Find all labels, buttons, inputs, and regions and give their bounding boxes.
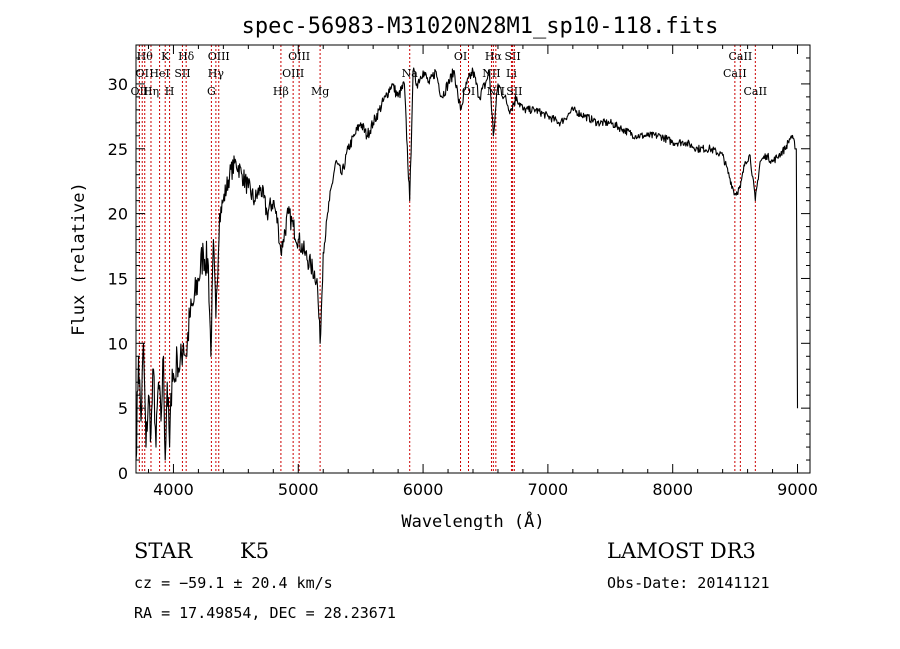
line-marker-label-0: OII bbox=[131, 85, 149, 98]
x-tick-label-3: 7000 bbox=[528, 480, 569, 499]
coordinates-text: RA = 17.49854, DEC = 28.23671 bbox=[134, 604, 396, 622]
y-tick-label-2: 10 bbox=[108, 334, 128, 353]
x-tick-label-5: 9000 bbox=[777, 480, 818, 499]
line-marker-label-22: Li bbox=[506, 67, 517, 80]
y-tick-label-0: 0 bbox=[118, 464, 128, 483]
line-marker-label-8: Hδ bbox=[178, 50, 195, 63]
y-axis-label: Flux (relative) bbox=[69, 182, 89, 336]
redshift-text: cz = −59.1 ± 20.4 km/s bbox=[134, 574, 333, 592]
y-tick-label-1: 5 bbox=[118, 399, 128, 418]
line-marker-label-2: Hθ bbox=[137, 50, 154, 63]
x-axis-ticks: 4000 5000 6000 7000 8000 9000 bbox=[147, 45, 818, 499]
y-axis-ticks: 0 5 10 15 20 25 30 bbox=[108, 57, 810, 483]
line-marker-label-12: Hβ bbox=[273, 85, 289, 98]
line-marker-label-23: SII bbox=[504, 50, 520, 63]
subclass-label: K5 bbox=[240, 539, 270, 563]
x-tick-label-1: 5000 bbox=[278, 480, 319, 499]
y-tick-label-3: 15 bbox=[108, 269, 128, 288]
line-marker-label-9: G bbox=[207, 85, 216, 98]
x-tick-label-4: 8000 bbox=[652, 480, 693, 499]
chart-title: spec-56983-M31020N28M1_sp10-118.fits bbox=[242, 14, 719, 39]
y-tick-label-5: 25 bbox=[108, 140, 128, 159]
line-marker-label-17: OI bbox=[454, 50, 467, 63]
x-tick-label-0: 4000 bbox=[153, 480, 194, 499]
line-marker-label-20: Hα bbox=[485, 50, 503, 63]
line-marker-label-11: OIII bbox=[208, 50, 230, 63]
spectrum-line bbox=[135, 67, 799, 461]
line-marker-label-26: CaII bbox=[729, 50, 753, 63]
line-marker-label-6: H bbox=[165, 85, 175, 98]
class-label: STAR bbox=[134, 539, 193, 563]
line-markers: OIIOIHθHηHeIKHSIIHδGHγOIIIHβOIIIOIIIMgNa… bbox=[131, 45, 767, 473]
line-marker-label-19: NII bbox=[482, 67, 500, 80]
line-marker-label-25: CaII bbox=[723, 67, 747, 80]
x-tick-label-2: 6000 bbox=[403, 480, 444, 499]
obs-date-text: Obs-Date: 20141121 bbox=[607, 574, 770, 592]
spectrum-series bbox=[135, 67, 799, 461]
line-marker-label-10: Hγ bbox=[208, 67, 225, 80]
line-marker-label-13: OIII bbox=[282, 67, 304, 80]
line-marker-label-15: Mg bbox=[311, 85, 329, 98]
spectrum-chart: spec-56983-M31020N28M1_sp10-118.fits OII… bbox=[69, 14, 818, 530]
line-marker-label-7: SII bbox=[174, 67, 190, 80]
line-marker-label-4: HeI bbox=[149, 67, 169, 80]
line-marker-label-24: SII bbox=[506, 85, 522, 98]
line-marker-label-3: Hη bbox=[143, 85, 159, 98]
plot-frame bbox=[135, 44, 811, 474]
line-marker-label-27: CaII bbox=[743, 85, 767, 98]
line-marker-label-5: K bbox=[161, 50, 170, 63]
line-marker-label-14: OIII bbox=[288, 50, 310, 63]
line-marker-label-1: OI bbox=[136, 67, 149, 80]
survey-label: LAMOST DR3 bbox=[607, 539, 756, 563]
y-tick-label-4: 20 bbox=[108, 205, 128, 224]
y-tick-label-6: 30 bbox=[108, 75, 128, 94]
x-axis-label: Wavelength (Å) bbox=[401, 510, 544, 530]
